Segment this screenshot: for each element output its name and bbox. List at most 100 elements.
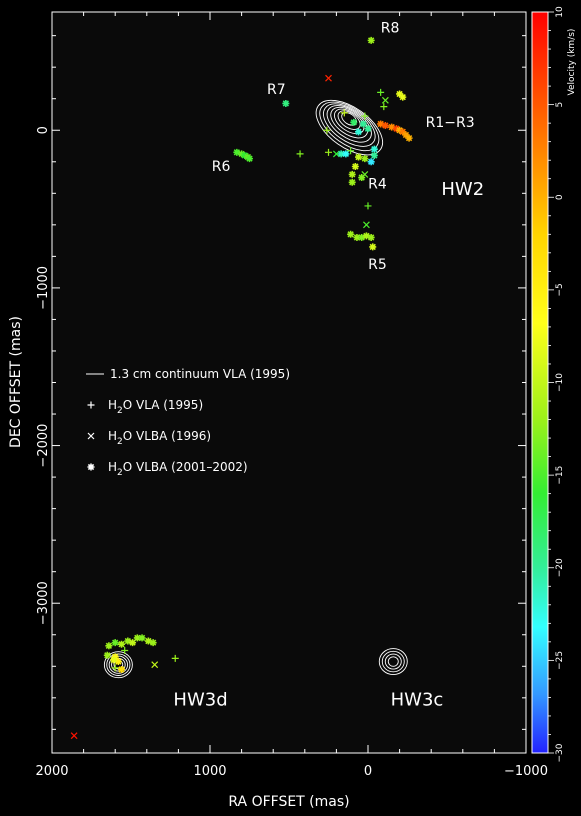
maser-plus-10	[171, 654, 179, 662]
x-tick-label: 0	[364, 764, 372, 779]
maser-star-47	[111, 653, 119, 661]
maser-star-13	[399, 128, 407, 136]
contour-hw3d-3	[106, 653, 131, 676]
maser-star-1	[396, 90, 404, 98]
colorbar-tick-label: −10	[555, 373, 565, 392]
y-tick-label: −2000	[36, 424, 51, 468]
contour-hw2-2	[333, 108, 365, 135]
maser-star-24	[348, 170, 356, 178]
contour-hw2-1	[337, 110, 361, 130]
maser-plus-11	[111, 664, 119, 672]
colorbar-tick-label: −20	[555, 558, 565, 577]
maser-cross-0	[325, 74, 332, 82]
maser-star-23	[351, 163, 359, 171]
contour-hw3c-0	[387, 656, 399, 667]
maser-star-40	[118, 640, 126, 648]
y-tick-label: 0	[36, 126, 51, 134]
x-axis-label: RA OFFSET (mas)	[228, 794, 349, 810]
maser-star-33	[353, 233, 361, 241]
y-tick-label: −3000	[36, 581, 51, 625]
maser-star-45	[144, 637, 152, 645]
maser-star-10	[388, 123, 396, 131]
maser-markers	[70, 36, 413, 740]
maser-star-43	[133, 634, 141, 642]
maser-star-14	[402, 131, 410, 139]
colorbar-tick-label: −5	[555, 283, 565, 296]
maser-star-29	[241, 151, 249, 159]
maser-star-7	[364, 125, 372, 133]
maser-star-18	[370, 145, 378, 153]
x-tick-label: −1000	[504, 764, 548, 779]
maser-star-8	[377, 120, 385, 128]
axes: 2000 1000 0 −1000 0 −1000 −2000 −3000	[35, 12, 548, 779]
maser-star-26	[358, 174, 366, 182]
maser-star-9	[381, 122, 389, 130]
maser-star-32	[347, 230, 355, 238]
contour-hw2-7	[315, 99, 383, 156]
plot-area	[51, 11, 527, 754]
legend-entry-1: H2O VLA (1995)	[108, 398, 203, 416]
maser-star-46	[149, 639, 157, 647]
label-r6: R6	[212, 159, 231, 175]
maser-star-31	[246, 155, 253, 163]
y-tick-label: −1000	[36, 266, 51, 310]
maser-star-4	[350, 118, 358, 126]
colorbar-tick-label: −15	[555, 466, 565, 485]
continuum-contours	[103, 99, 408, 679]
maser-star-17	[342, 150, 350, 158]
label-hw3d: HW3d	[173, 690, 227, 711]
maser-star-16	[337, 150, 345, 158]
colorbar-tick-label: −25	[555, 651, 565, 670]
contour-hw2-6	[319, 101, 380, 152]
colorbar: 10 5 0 −5 −10 −15 −20 −25 −30 Velocity (km/s)	[531, 6, 577, 763]
maser-star-44	[138, 634, 146, 642]
contour-hw3c-1	[384, 653, 402, 670]
maser-plus-1	[347, 147, 355, 155]
label-r7: R7	[267, 82, 286, 98]
maser-star-37	[369, 243, 377, 251]
contour-hw3c-2	[381, 650, 405, 673]
legend-plus-swatch	[87, 401, 95, 409]
region-labels: R8 R7 R1−R3 R6 R4 HW2 R5 HW3d HW3c	[173, 20, 484, 710]
label-r5: R5	[368, 257, 387, 273]
legend-entry-0: 1.3 cm continuum VLA (1995)	[110, 367, 290, 381]
maser-star-38	[105, 642, 113, 650]
maser-star-11	[392, 125, 400, 133]
maser-plus-8	[364, 202, 372, 210]
label-r8: R8	[381, 20, 400, 36]
colorbar-gradient	[531, 11, 549, 754]
y-axis-label: DEC OFFSET (mas)	[8, 316, 24, 448]
maser-star-34	[358, 233, 366, 241]
maser-plus-7	[380, 103, 388, 111]
label-r1-r3: R1−R3	[426, 115, 475, 131]
maser-star-15	[405, 134, 413, 142]
x-tick-label: 2000	[35, 764, 68, 779]
maser-star-39	[111, 639, 119, 647]
maser-star-50	[110, 656, 118, 664]
maser-star-2	[399, 93, 407, 101]
maser-cross-5	[151, 661, 159, 669]
maser-plus-6	[377, 88, 385, 96]
maser-star-12	[396, 126, 404, 134]
maser-plus-9	[121, 647, 129, 655]
maser-star-0	[367, 36, 375, 44]
maser-star-27	[233, 148, 241, 156]
maser-star-36	[367, 233, 375, 241]
maser-star-20	[367, 158, 375, 166]
contour-hw2-5	[323, 103, 376, 147]
maser-star-49	[118, 665, 126, 673]
maser-cross-6	[70, 732, 78, 740]
x-tick-label: 1000	[193, 764, 226, 779]
contour-hw2-3	[330, 106, 369, 139]
maser-star-42	[129, 639, 137, 647]
colorbar-tick-label: 0	[555, 194, 565, 200]
maser-star-35	[362, 232, 370, 240]
maser-star-41	[124, 637, 132, 645]
label-hw3c: HW3c	[391, 690, 444, 711]
legend-star-swatch	[87, 463, 95, 471]
label-r4: R4	[368, 177, 387, 193]
colorbar-tick-label: −30	[555, 743, 565, 762]
legend-entry-3: H2O VLBA (2001–2002)	[108, 460, 248, 478]
maser-star-22	[355, 153, 363, 161]
